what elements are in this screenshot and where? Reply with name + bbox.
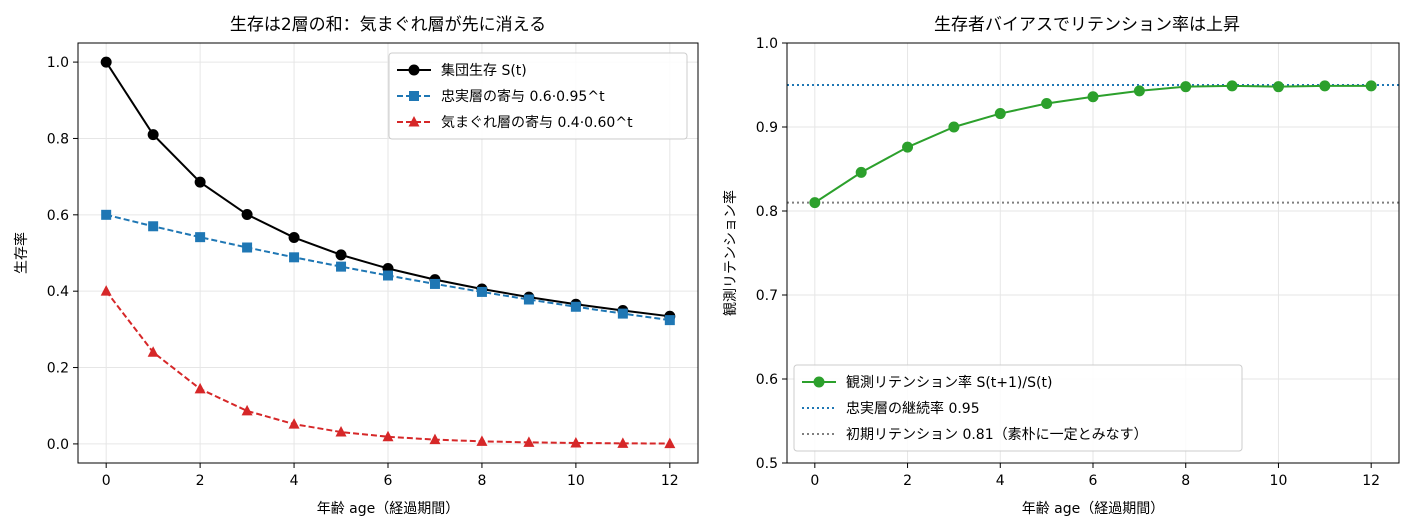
right-series-0-point [948,121,960,133]
left-y-tick-label: 1.0 [47,55,69,71]
left-x-tick-label: 2 [196,473,205,489]
left-ticks: 0 2 4 6 8 10 12 0.0 0.2 0.4 0.6 0.8 1.0 [47,55,679,489]
left-series-1-point [242,242,253,253]
left-series [100,56,676,449]
left-x-tick-label: 12 [661,473,679,489]
right-series-0-point [855,166,867,178]
left-series-1-point [664,315,675,326]
right-series-0-point [1319,80,1331,92]
left-series-1-point [289,252,300,263]
right-series-0-point [1087,91,1099,103]
left-y-axis-label: 生存率 [13,232,30,274]
left-legend-marker-0 [408,64,420,76]
right-series-0-point [1226,80,1238,92]
right-y-tick-label: 1.0 [756,36,778,52]
left-series-2-point [429,433,441,445]
left-x-axis-label: 年齢 age（経過期間） [317,501,460,517]
right-legend-label-0: 観測リテンション率 S(t+1)/S(t) [846,374,1052,391]
right-ticks: 0 2 4 6 8 10 12 0.5 0.6 0.7 0.8 0.9 1.0 [756,36,1380,489]
left-chart-panel: 生存は2層の和：気まぐれ層が先に消える 0 2 4 6 8 10 12 0.0 0.2 0.4 0.… [13,15,699,517]
right-series-0-point [994,108,1006,120]
left-series-2-point [241,404,253,416]
left-series-0-point [241,209,253,221]
left-x-tick-label: 4 [290,473,299,489]
left-y-tick-label: 0.6 [47,208,69,224]
left-y-tick-label: 0.8 [47,131,69,147]
left-legend-marker-2 [408,116,420,127]
left-legend: 集団生存 S(t) 忠実層の寄与 0.6·0.95^t 気まぐれ層の寄与 0.4·0… [388,52,688,140]
left-series-0-point [147,129,159,141]
right-series-0-point [1272,81,1284,93]
left-series-2-point [100,285,112,296]
left-chart-title: 生存は2層の和：気まぐれ層が先に消える [230,15,546,35]
right-x-tick-label: 8 [1181,473,1190,489]
right-legend-box [793,364,1243,452]
left-series-2-point [147,346,159,357]
right-series-0-point [1365,80,1377,92]
right-y-tick-label: 0.5 [756,456,778,472]
left-series-0-point [335,249,347,261]
right-x-tick-label: 6 [1089,473,1098,489]
left-legend-marker-1 [409,91,419,101]
right-chart-title: 生存者バイアスでリテンション率は上昇 [934,15,1240,35]
left-x-tick-label: 8 [477,473,486,489]
right-y-tick-label: 0.6 [756,372,778,388]
left-series-1-point [476,286,487,297]
right-y-tick-label: 0.9 [756,120,778,136]
left-x-tick-label: 6 [384,473,393,489]
left-series-2-point [570,436,582,448]
left-series-0-point [194,176,206,188]
left-series-1-point [195,232,206,243]
left-series-0-point [100,56,112,68]
right-x-tick-label: 2 [903,473,912,489]
left-series-1-point [148,221,159,232]
left-x-tick-label: 10 [567,473,585,489]
left-legend-label-1: 忠実層の寄与 0.6·0.95^t [441,88,605,105]
right-x-tick-label: 0 [810,473,819,489]
right-legend-marker-0 [813,376,825,388]
left-series-2-point [288,418,300,429]
left-y-tick-label: 0.0 [47,437,69,453]
right-legend: 観測リテンション率 S(t+1)/S(t) 忠実層の継続率 0.95 初期リテンショ… [793,364,1243,452]
right-series-0-point [1133,85,1145,97]
left-series-2-point [382,430,394,442]
left-series-2-point [617,437,629,448]
left-series-1-point [617,308,628,319]
right-y-tick-label: 0.8 [756,204,778,220]
right-y-axis-label: 観測リテンション率 [722,190,739,316]
left-legend-label-2: 気まぐれ層の寄与 0.4·0.60^t [441,114,633,131]
left-series-2-point [194,382,206,394]
left-series-1-point [101,209,112,220]
right-x-tick-label: 10 [1270,473,1288,489]
left-series-1-point [570,301,581,312]
left-series-2-point [664,437,676,449]
right-series [787,80,1399,209]
left-y-tick-label: 0.2 [47,361,69,377]
right-series-0-point [1180,81,1192,93]
right-series-0-point [1041,97,1053,109]
left-y-tick-label: 0.4 [47,284,69,300]
right-x-tick-label: 12 [1362,473,1380,489]
right-y-tick-label: 0.7 [756,288,778,304]
right-legend-label-2: 初期リテンション 0.81（素朴に一定とみなす） [846,426,1148,443]
left-legend-label-0: 集団生存 S(t) [441,62,527,79]
right-series-0-point [902,141,914,153]
left-series-0-point [288,232,300,244]
left-series-1-point [383,270,393,281]
right-legend-label-1: 忠実層の継続率 0.95 [846,400,980,417]
left-series-2-point [335,426,347,437]
left-x-tick-label: 0 [102,473,111,489]
left-series-1-point [523,294,534,305]
right-x-tick-label: 4 [996,473,1005,489]
left-series-1-point [336,261,347,272]
left-series-2-point [476,435,488,446]
right-x-axis-label: 年齢 age（経過期間） [1022,501,1165,517]
left-legend-box [388,52,688,140]
right-series-0-point [809,197,821,209]
left-series-2-point [523,436,535,447]
right-chart-panel: 生存者バイアスでリテンション率は上昇 0 2 4 6 8 10 12 0.5 0.6 0.7 0.8… [722,15,1400,517]
left-series-1-point [429,278,440,289]
